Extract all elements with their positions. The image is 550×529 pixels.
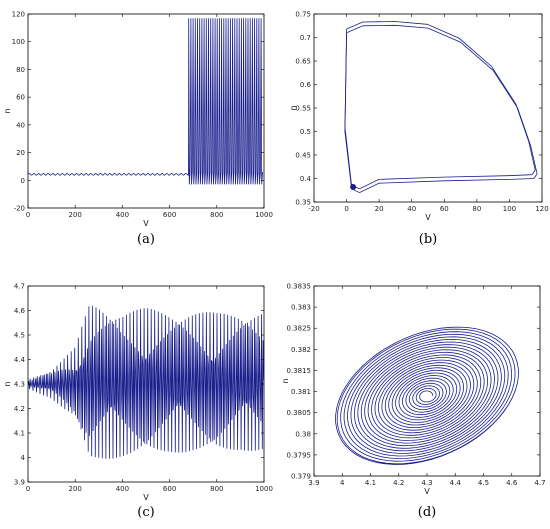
- y-tick-label: -20: [14, 205, 25, 213]
- y-tick-label: 4.3: [14, 381, 25, 389]
- x-tick-label: 400: [116, 211, 129, 219]
- panel-b: -20 0 20 40 60 80 100 120 0.35 0.4 0.45 0.5 0.55 0.6 0…: [289, 11, 549, 248]
- data-layer: [28, 305, 264, 459]
- panel-caption: (b): [419, 232, 437, 247]
- y-tick-label: 40: [16, 121, 25, 129]
- y-tick-label: 0.382: [291, 346, 311, 354]
- y-tick-label: 4.6: [14, 307, 26, 315]
- x-axis-label: V: [143, 219, 149, 228]
- y-tick-label: 4.2: [14, 405, 25, 413]
- y-tick-label: 0.4: [300, 175, 312, 183]
- y-tick-label: 0.55: [295, 105, 311, 113]
- x-tick-label: 4.2: [393, 479, 404, 487]
- x-tick-label: 20: [375, 205, 384, 213]
- plot-frame: [313, 13, 543, 203]
- y-tick-label: 0.383: [291, 304, 311, 312]
- x-tick-label: 0: [344, 205, 348, 213]
- limit-cycle-inner: [344, 21, 536, 190]
- x-tick-label: 4.4: [450, 479, 462, 487]
- y-tick-label: 60: [16, 94, 25, 102]
- y-tick-label: 80: [16, 66, 25, 74]
- x-tick-label: 1000: [255, 211, 273, 219]
- y-tick-label: 4.5: [14, 332, 25, 340]
- spiral-trajectory: [335, 326, 519, 465]
- y-tick-label: 4.7: [14, 283, 25, 291]
- x-tick-label: 80: [472, 205, 481, 213]
- y-tick-label: 0.45: [295, 152, 311, 160]
- y-tick-label: 4: [21, 454, 26, 462]
- y-tick-label: 0.3835: [287, 283, 312, 291]
- x-tick-label: 200: [69, 211, 82, 219]
- x-tick-label: 400: [116, 485, 129, 493]
- x-tick-label: 800: [210, 211, 223, 219]
- x-tick-label: 0: [26, 211, 30, 219]
- y-tick-label: 0.75: [295, 11, 311, 19]
- x-tick-label: 200: [69, 485, 82, 493]
- x-tick-label: 0: [26, 485, 30, 493]
- y-tick-label: 4.1: [14, 430, 25, 438]
- x-tick-label: 4.5: [478, 479, 489, 487]
- y-tick-label: 0.379: [291, 473, 311, 481]
- x-tick-label: 4.1: [365, 479, 376, 487]
- series-line: [28, 18, 263, 185]
- y-tick-label: 3.9: [14, 479, 25, 487]
- y-tick-label: 4.4: [14, 356, 26, 364]
- x-tick-label: 3.9: [308, 479, 319, 487]
- y-tick-label: 0.35: [295, 199, 311, 207]
- panel-caption: (d): [418, 505, 436, 520]
- y-axis-label: n: [3, 108, 12, 113]
- x-tick-label: 40: [407, 205, 416, 213]
- data-layer: [335, 326, 519, 465]
- y-tick-label: 0.5: [300, 128, 311, 136]
- x-tick-label: 600: [163, 485, 176, 493]
- x-axis-label: V: [424, 487, 430, 496]
- x-tick-label: 4.6: [506, 479, 518, 487]
- y-tick-label: 0.7: [300, 34, 311, 42]
- y-tick-label: 0.3805: [287, 409, 312, 417]
- limit-cycle-outer: [344, 24, 538, 194]
- y-axis-label: n: [3, 381, 12, 386]
- y-axis-label: n: [281, 378, 290, 383]
- x-tick-label: 120: [535, 205, 548, 213]
- y-tick-label: 0.65: [295, 58, 311, 66]
- y-tick-label: 120: [12, 11, 25, 19]
- y-tick-label: 0.3815: [287, 367, 312, 375]
- fixed-point-spiral: [350, 183, 357, 190]
- panel-caption: (c): [137, 505, 154, 520]
- panel-c: 0 200 400 600 800 1000 3.9 4 4.1 4.2 4.3 4.4 4.5 4.6 4…: [3, 283, 273, 521]
- y-tick-label: 100: [12, 38, 25, 46]
- y-axis-label: n: [289, 105, 298, 110]
- x-tick-label: 100: [503, 205, 516, 213]
- series-line: [28, 305, 264, 459]
- panel-caption: (a): [137, 232, 155, 247]
- x-tick-label: 600: [163, 211, 176, 219]
- x-axis-label: V: [425, 213, 431, 222]
- y-tick-label: 0.3825: [287, 325, 312, 333]
- x-tick-label: 800: [210, 485, 223, 493]
- panel-d: 3.9 4 4.1 4.2 4.3 4.4 4.5 4.6 4.7 0.379 0.3795 0.38…: [281, 283, 546, 521]
- x-tick-label: 4.3: [421, 479, 432, 487]
- x-tick-label: 4: [340, 479, 345, 487]
- y-tick-label: 0.3795: [287, 451, 312, 459]
- data-layer: [28, 18, 263, 185]
- data-layer: [344, 21, 538, 194]
- y-tick-label: 0.381: [291, 388, 311, 396]
- x-tick-label: 60: [440, 205, 449, 213]
- x-axis-label: V: [143, 493, 149, 502]
- x-tick-label: -20: [308, 205, 319, 213]
- y-tick-label: 20: [16, 149, 25, 157]
- x-tick-label: 1000: [255, 485, 273, 493]
- x-tick-label: 4.7: [534, 479, 545, 487]
- y-tick-label: 0.38: [295, 430, 311, 438]
- plot-frame: [27, 13, 265, 209]
- y-tick-label: 0.6: [300, 81, 312, 89]
- y-tick-label: 0: [21, 177, 25, 185]
